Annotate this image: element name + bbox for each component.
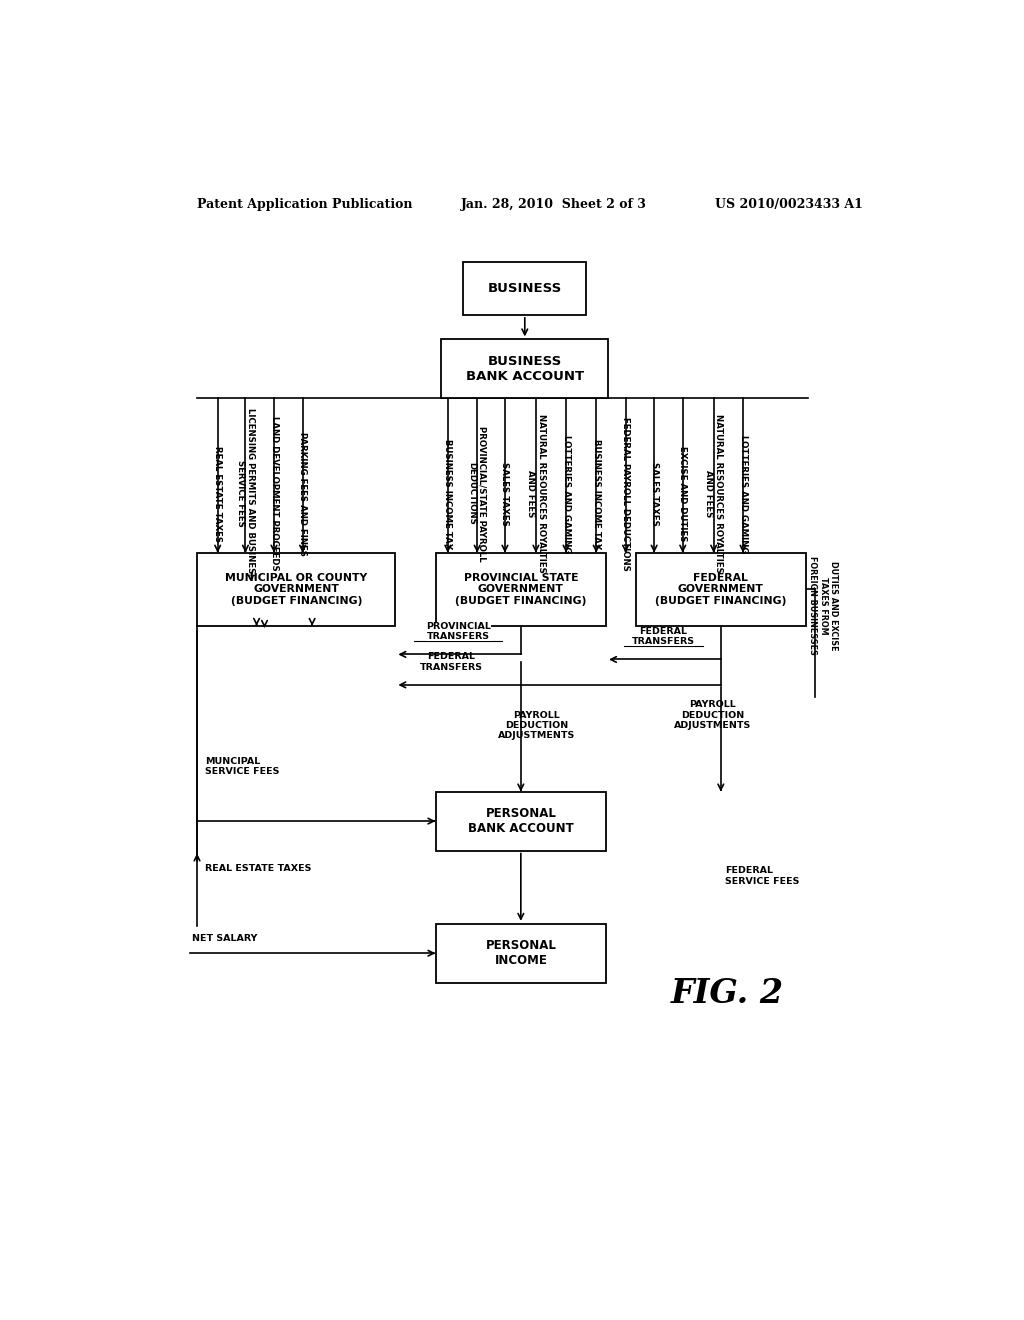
Text: FEDERAL PAYROLL DEDUCTIONS: FEDERAL PAYROLL DEDUCTIONS bbox=[622, 417, 630, 570]
Text: FEDERAL
SERVICE FEES: FEDERAL SERVICE FEES bbox=[725, 866, 799, 886]
Text: PAYROLL
DEDUCTION
ADJUSTMENTS: PAYROLL DEDUCTION ADJUSTMENTS bbox=[498, 710, 575, 741]
FancyBboxPatch shape bbox=[636, 553, 806, 626]
Text: EXCISE AND DUTIES: EXCISE AND DUTIES bbox=[678, 446, 687, 541]
Text: REAL ESTATE TAXES: REAL ESTATE TAXES bbox=[205, 865, 311, 874]
Text: PROVINCIAL
TRANSFERS: PROVINCIAL TRANSFERS bbox=[426, 622, 490, 642]
Text: BUSINESS INCOME TAX: BUSINESS INCOME TAX bbox=[443, 438, 453, 549]
Text: PERSONAL
INCOME: PERSONAL INCOME bbox=[485, 940, 556, 968]
Text: BUSINESS: BUSINESS bbox=[487, 282, 562, 294]
Text: Patent Application Publication: Patent Application Publication bbox=[197, 198, 413, 211]
Text: LOTTERIES AND GAMING: LOTTERIES AND GAMING bbox=[738, 434, 748, 553]
Text: Jan. 28, 2010  Sheet 2 of 3: Jan. 28, 2010 Sheet 2 of 3 bbox=[461, 198, 647, 211]
Text: LAND DEVELOPMENT PROCEEDS: LAND DEVELOPMENT PROCEEDS bbox=[269, 416, 279, 572]
FancyBboxPatch shape bbox=[435, 553, 606, 626]
Text: FEDERAL
TRANSFERS: FEDERAL TRANSFERS bbox=[632, 627, 695, 647]
Text: LOTTERIES AND GAMING: LOTTERIES AND GAMING bbox=[561, 434, 570, 553]
Text: US 2010/0023433 A1: US 2010/0023433 A1 bbox=[715, 198, 863, 211]
FancyBboxPatch shape bbox=[463, 263, 587, 315]
Text: MUNICIPAL OR COUNTY
GOVERNMENT
(BUDGET FINANCING): MUNICIPAL OR COUNTY GOVERNMENT (BUDGET F… bbox=[225, 573, 368, 606]
Text: NATURAL RESOURCES ROYALTIES
AND FEES: NATURAL RESOURCES ROYALTIES AND FEES bbox=[526, 414, 546, 573]
Text: PAYROLL
DEDUCTION
ADJUSTMENTS: PAYROLL DEDUCTION ADJUSTMENTS bbox=[674, 701, 752, 730]
Text: SALES TAXES: SALES TAXES bbox=[649, 462, 658, 525]
Text: REAL ESTATE TAXES: REAL ESTATE TAXES bbox=[213, 446, 222, 543]
FancyBboxPatch shape bbox=[435, 924, 606, 982]
FancyBboxPatch shape bbox=[441, 339, 608, 399]
Text: FEDERAL
TRANSFERS: FEDERAL TRANSFERS bbox=[420, 652, 482, 672]
Text: LICENSING PERMITS AND BUSINESS
SERVICE FEES: LICENSING PERMITS AND BUSINESS SERVICE F… bbox=[236, 408, 255, 579]
FancyBboxPatch shape bbox=[197, 553, 395, 626]
Text: FIG. 2: FIG. 2 bbox=[671, 977, 783, 1010]
Text: MUNCIPAL
SERVICE FEES: MUNCIPAL SERVICE FEES bbox=[205, 756, 280, 776]
Text: PARKING FEES AND FINES: PARKING FEES AND FINES bbox=[298, 432, 307, 556]
Text: SALES TAXES: SALES TAXES bbox=[501, 462, 510, 525]
Text: BUSINESS
BANK ACCOUNT: BUSINESS BANK ACCOUNT bbox=[466, 355, 584, 383]
FancyBboxPatch shape bbox=[435, 792, 606, 850]
Text: PROVINCIAL STATE
GOVERNMENT
(BUDGET FINANCING): PROVINCIAL STATE GOVERNMENT (BUDGET FINA… bbox=[455, 573, 587, 606]
Text: NATURAL RESOURCES ROYALTIES
AND FEES: NATURAL RESOURCES ROYALTIES AND FEES bbox=[703, 414, 723, 573]
Text: NET SALARY: NET SALARY bbox=[193, 935, 258, 942]
Text: BUSINESS INCOME TAX: BUSINESS INCOME TAX bbox=[592, 438, 601, 549]
Text: DUTIES AND EXCISE
TAXES FROM
FOREIGN BUSINESSES: DUTIES AND EXCISE TAXES FROM FOREIGN BUS… bbox=[808, 556, 838, 655]
Text: PROVINCIAL/STATE PAYROLL
DEDUCTIONS: PROVINCIAL/STATE PAYROLL DEDUCTIONS bbox=[468, 426, 486, 561]
Text: FEDERAL
GOVERNMENT
(BUDGET FINANCING): FEDERAL GOVERNMENT (BUDGET FINANCING) bbox=[655, 573, 786, 606]
Text: PERSONAL
BANK ACCOUNT: PERSONAL BANK ACCOUNT bbox=[468, 807, 573, 836]
